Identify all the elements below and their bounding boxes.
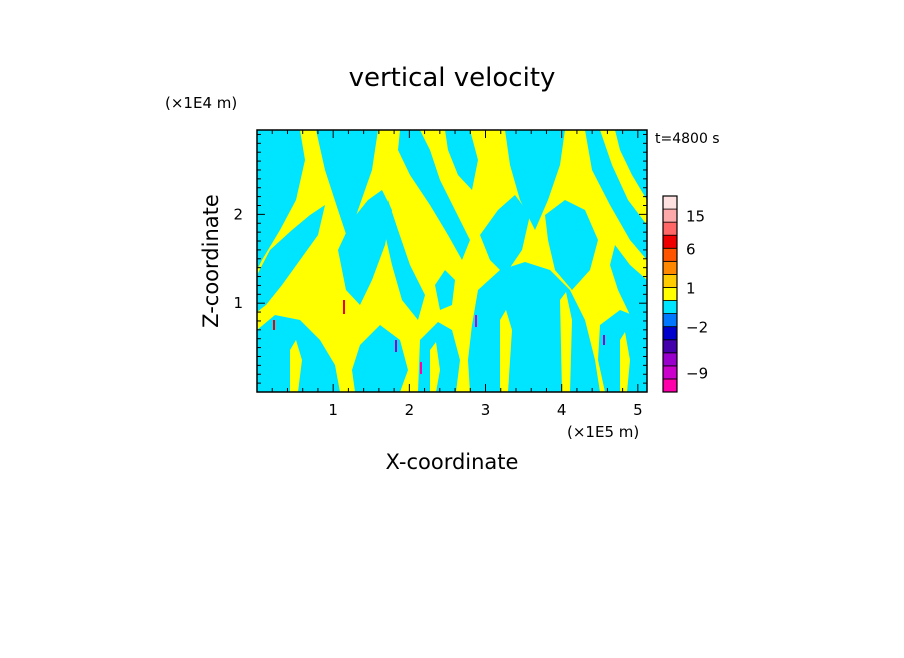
colorbar-swatch [662,221,678,236]
strong-updraft-spots [273,300,605,374]
colorbar-label: −9 [686,364,708,382]
x-axis: 1 2 3 4 5 [271,130,643,419]
y-axis-label: Z-coordinate [199,194,223,328]
x-tick-label: 3 [481,401,491,419]
colorbar-swatch [662,273,678,288]
colorbar-swatch [662,365,678,380]
colorbar-label: 6 [686,240,696,258]
x-tick-label: 4 [557,401,567,419]
colorbar-swatch [662,339,678,354]
time-label: t=4800 s [655,131,720,147]
colorbar-label: 15 [686,208,705,226]
y-tick-label: 1 [233,294,243,312]
colorbar-swatch [662,378,678,393]
colorbar-swatch [662,260,678,275]
colorbar-swatch [662,247,678,262]
y-scale-label: (×1E4 m) [165,94,237,112]
plot-area [257,130,647,392]
x-tick-label: 5 [633,401,643,419]
y-tick-label: 2 [233,205,243,223]
colorbar-swatch [662,287,678,301]
chart-title: vertical velocity [349,63,556,93]
colorbar-label: 1 [686,279,696,297]
colorbar-swatch [662,313,678,328]
colorbar: −9 −2 1 6 15 [662,195,708,393]
plot-frame [256,129,648,393]
colorbar-label: −2 [686,319,708,337]
colorbar-swatch [662,208,678,223]
yellow-streaks [290,292,630,392]
colorbar-swatch [662,326,678,341]
x-tick-label: 1 [328,401,338,419]
colorbar-swatch [662,234,678,249]
x-tick-label: 2 [405,401,415,419]
colorbar-swatch [662,195,678,210]
x-scale-label: (×1E5 m) [567,423,639,441]
colorbar-frame [662,195,678,393]
x-axis-label: X-coordinate [386,450,519,474]
y-axis: 12 [233,133,647,384]
colorbar-swatch [662,300,678,314]
colorbar-swatch [662,352,678,367]
